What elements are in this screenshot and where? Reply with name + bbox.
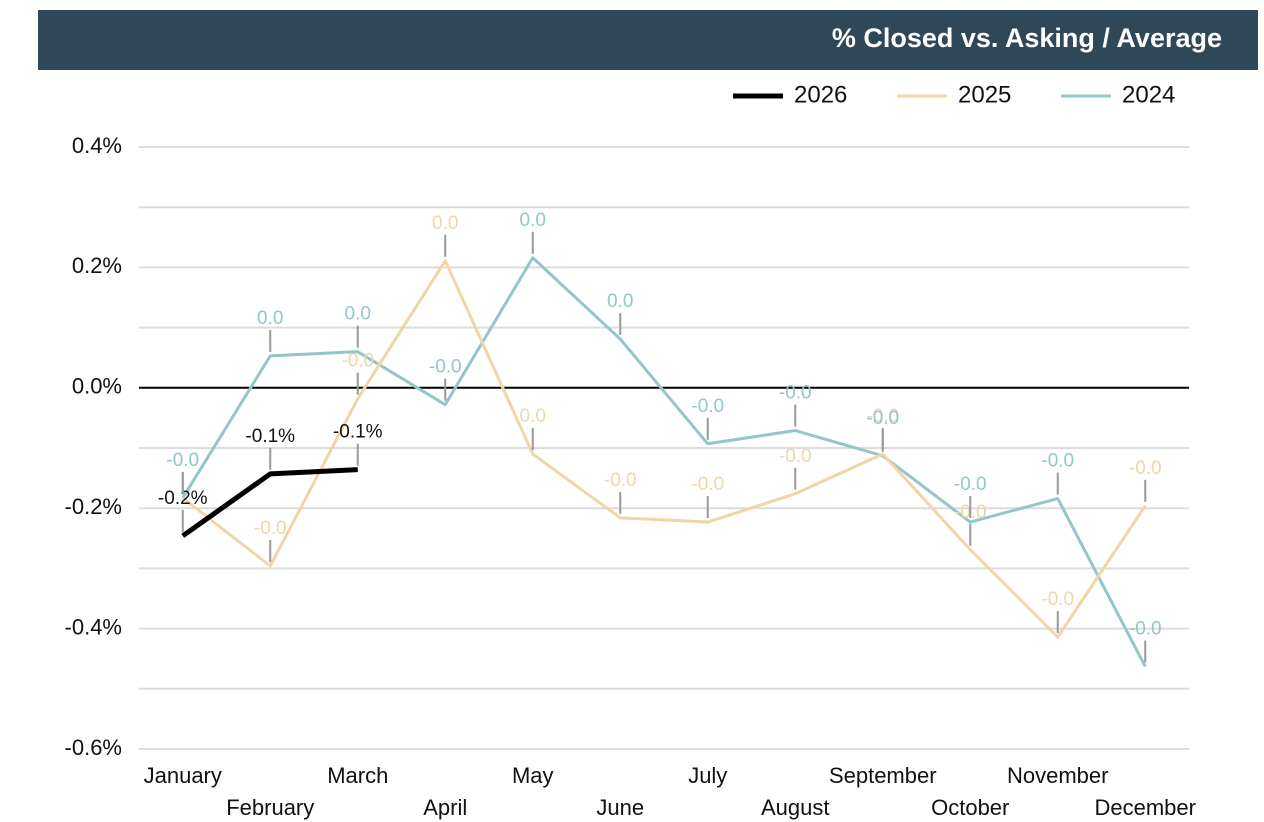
y-tick-label: 0.4% [72, 133, 122, 158]
data-label: -0.0 [779, 446, 812, 467]
y-tick-label: 0.2% [72, 253, 122, 278]
data-label: 0.0 [607, 291, 633, 312]
x-tick-label: May [512, 763, 554, 788]
x-tick-label: February [226, 795, 314, 820]
data-label: -0.0 [604, 470, 637, 491]
x-tick-label: September [829, 763, 937, 788]
chart-title: % Closed vs. Asking / Average [832, 23, 1222, 53]
title-bar [38, 10, 1258, 70]
data-label: -0.0 [1041, 451, 1074, 472]
x-tick-label: July [688, 763, 727, 788]
y-tick-label: -0.2% [65, 494, 122, 519]
data-label: 0.0 [432, 213, 458, 234]
legend-label: 2024 [1122, 81, 1175, 108]
x-tick-label: March [327, 763, 388, 788]
x-tick-label: April [423, 795, 467, 820]
y-tick-label: 0.0% [72, 374, 122, 399]
data-label: -0.0 [166, 450, 199, 471]
y-tick-label: -0.6% [65, 735, 122, 760]
series-line [181, 259, 1147, 639]
series-line [181, 256, 1147, 668]
data-label: -0.0 [429, 357, 462, 378]
data-label: 0.0 [345, 304, 371, 325]
data-label: -0.0 [866, 408, 899, 429]
x-tick-label: June [596, 795, 644, 820]
x-tick-label: January [144, 763, 222, 788]
data-label: -0.0 [954, 474, 987, 495]
data-label: -0.0 [866, 406, 899, 427]
x-tick-label: December [1095, 795, 1196, 820]
data-label: -0.0 [691, 396, 724, 417]
x-tick-label: August [761, 795, 830, 820]
data-label: -0.2% [158, 488, 208, 509]
x-tick-label: October [931, 795, 1009, 820]
data-label: -0.0 [254, 518, 287, 539]
data-label: -0.0 [1129, 619, 1162, 640]
x-tick-label: November [1007, 763, 1108, 788]
data-label: -0.0 [341, 351, 374, 372]
data-label: -0.0 [1041, 589, 1074, 610]
data-label: -0.0 [779, 383, 812, 404]
y-tick-label: -0.4% [65, 614, 122, 639]
data-label: -0.0 [166, 450, 199, 471]
data-label: -0.1% [333, 422, 383, 443]
data-label: 0.0 [520, 210, 546, 231]
data-label: -0.0 [691, 474, 724, 495]
data-label: 0.0 [257, 308, 283, 329]
legend-label: 2026 [794, 81, 847, 108]
data-label: -0.0 [1129, 458, 1162, 479]
series-line [181, 467, 358, 538]
data-label: -0.1% [245, 426, 295, 447]
data-label: 0.0 [520, 406, 546, 427]
legend-label: 2025 [958, 81, 1011, 108]
